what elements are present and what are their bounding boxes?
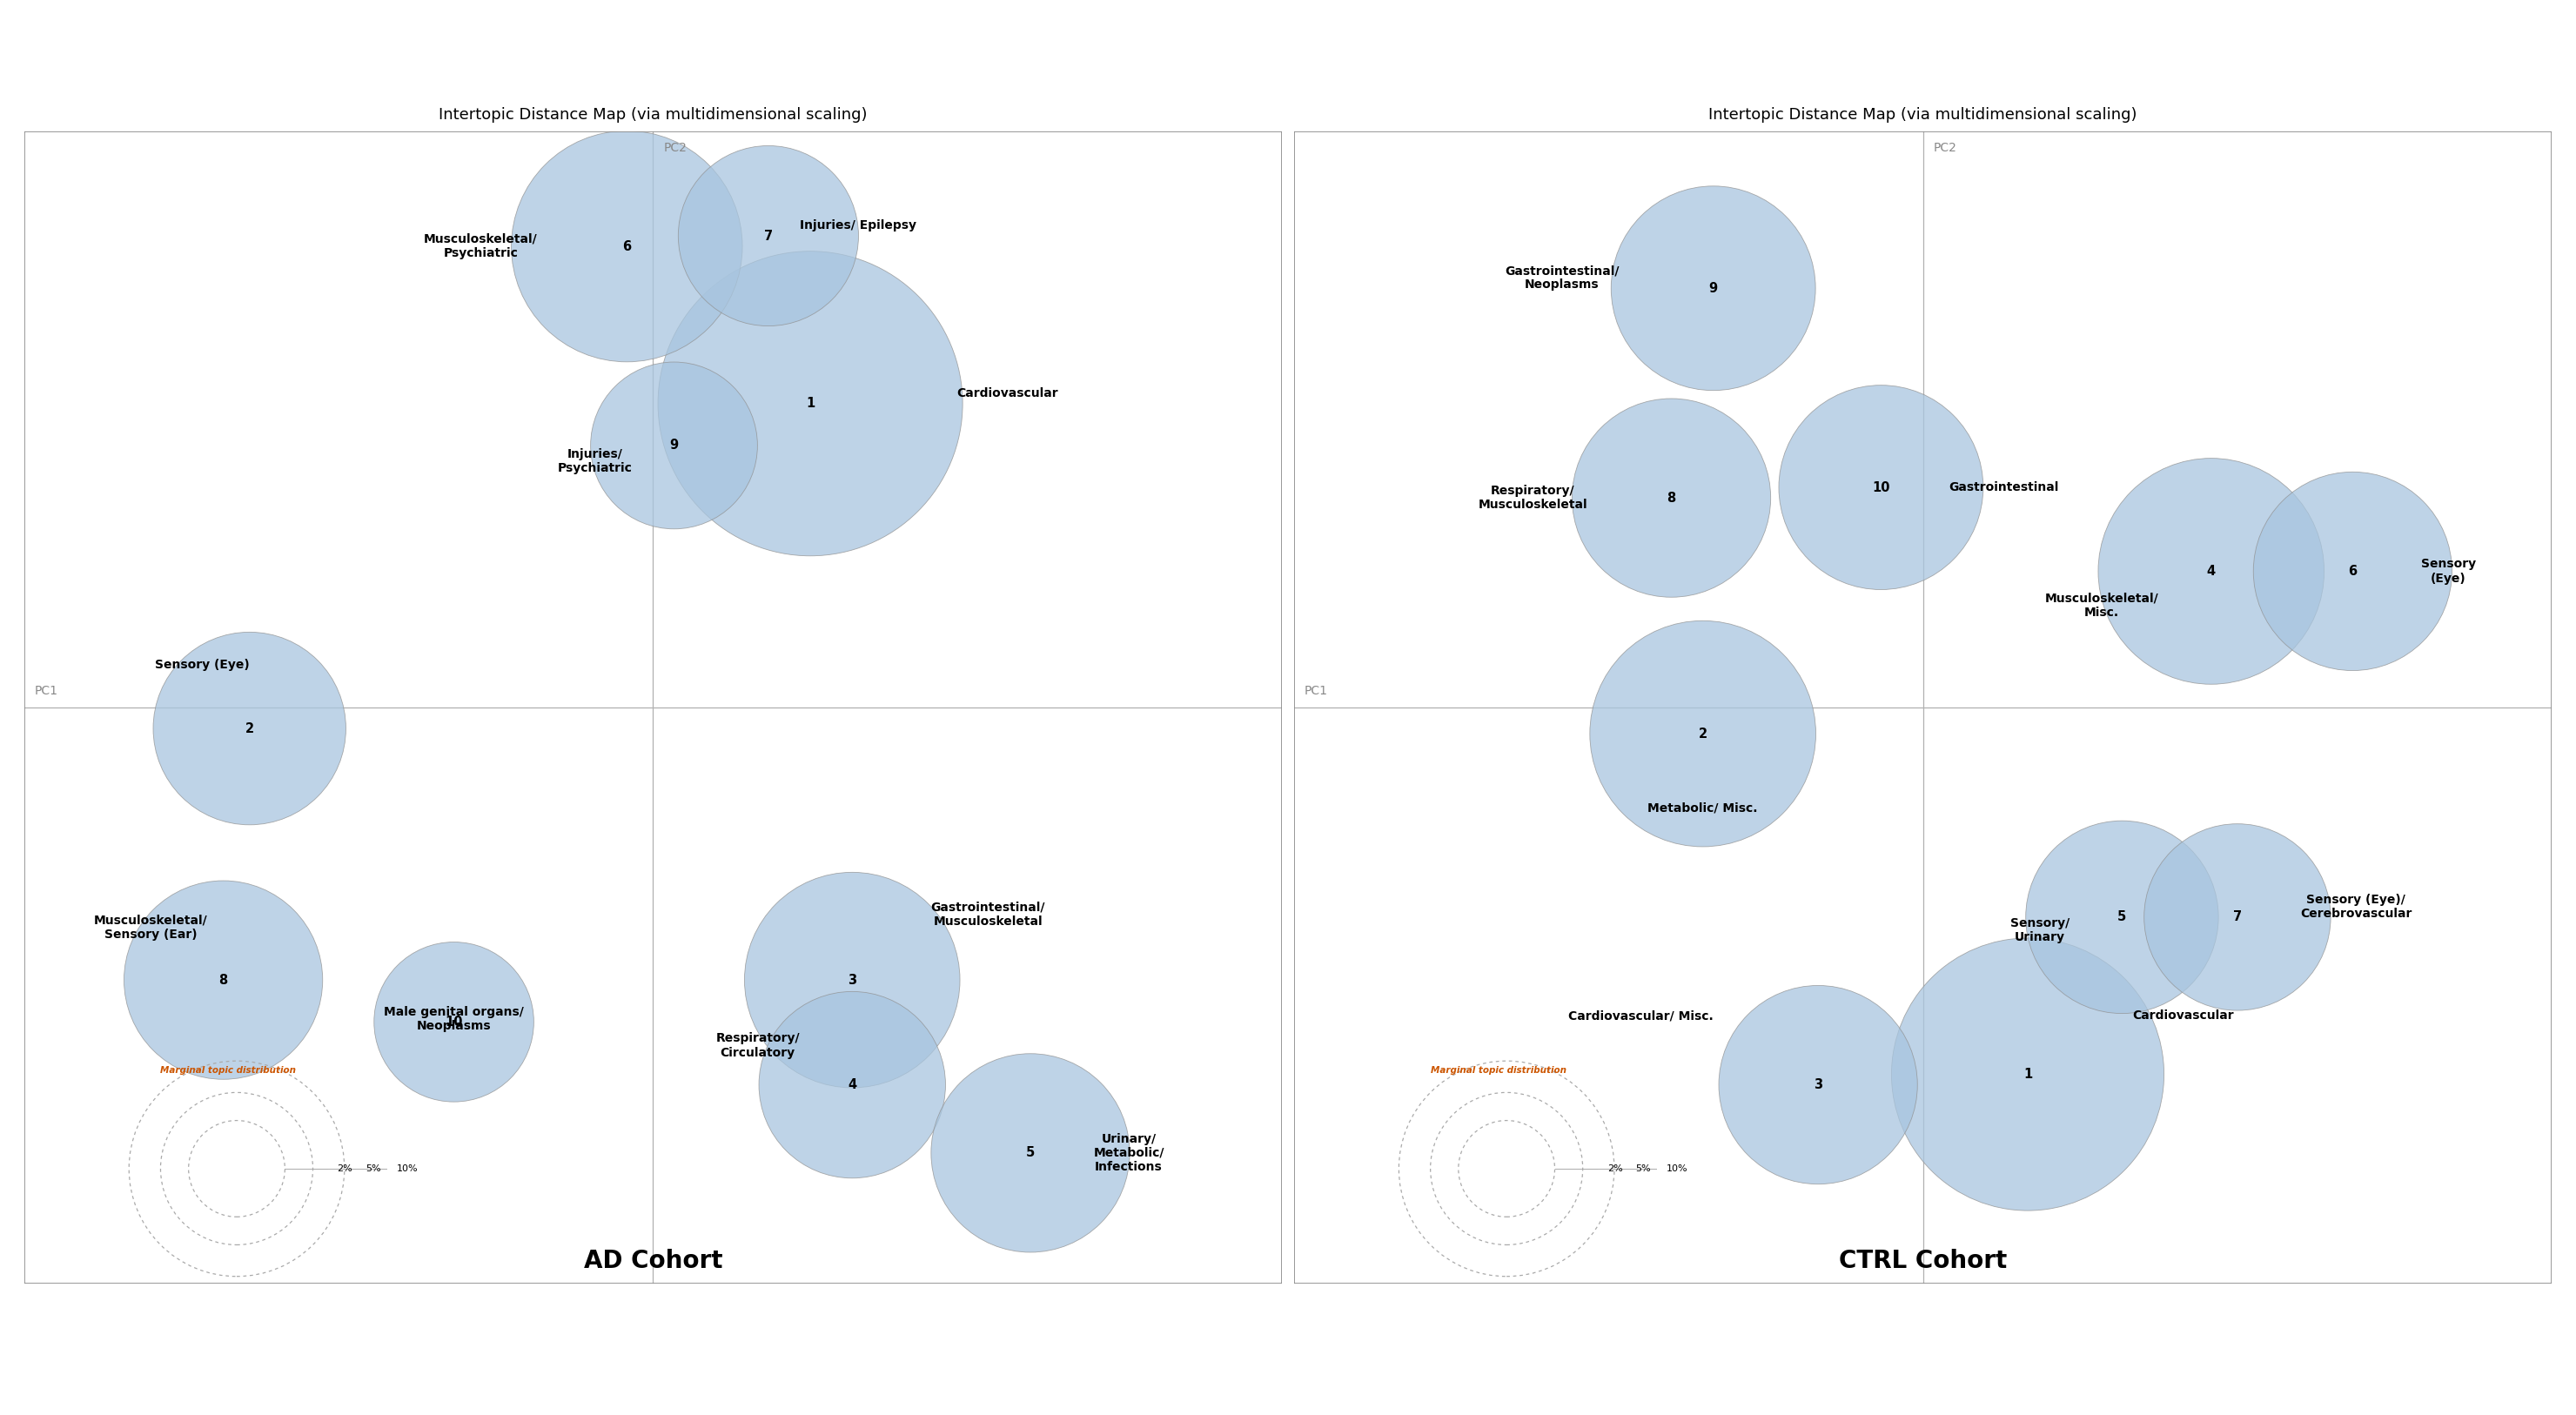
- Text: Male genital organs/
Neoplasms: Male genital organs/ Neoplasms: [384, 1006, 523, 1033]
- Text: Musculoskeletal/
Psychiatric: Musculoskeletal/ Psychiatric: [425, 233, 538, 259]
- Text: Respiratory/
Musculoskeletal: Respiratory/ Musculoskeletal: [1479, 485, 1587, 511]
- Text: 2%: 2%: [337, 1165, 353, 1173]
- Text: 5: 5: [2117, 911, 2128, 924]
- Circle shape: [2099, 458, 2324, 685]
- Text: Injuries/
Psychiatric: Injuries/ Psychiatric: [556, 449, 631, 474]
- Text: 5%: 5%: [1636, 1165, 1651, 1173]
- Circle shape: [590, 362, 757, 529]
- Circle shape: [152, 633, 345, 825]
- Title: Intertopic Distance Map (via multidimensional scaling): Intertopic Distance Map (via multidimens…: [1708, 106, 2138, 123]
- Circle shape: [1891, 938, 2164, 1211]
- Text: Injuries/ Epilepsy: Injuries/ Epilepsy: [799, 219, 917, 232]
- Text: 8: 8: [1667, 491, 1677, 504]
- Text: Gastrointestinal/
Neoplasms: Gastrointestinal/ Neoplasms: [1504, 265, 1618, 291]
- Circle shape: [1780, 385, 1984, 590]
- Text: Sensory (Eye): Sensory (Eye): [155, 658, 250, 671]
- Circle shape: [1718, 985, 1917, 1184]
- Text: PC1: PC1: [1303, 685, 1329, 698]
- Text: Sensory
(Eye): Sensory (Eye): [2421, 558, 2476, 584]
- Circle shape: [374, 942, 533, 1102]
- Circle shape: [1610, 185, 1816, 391]
- Text: Cardiovascular: Cardiovascular: [2133, 1010, 2233, 1022]
- Text: Musculoskeletal/
Sensory (Ear): Musculoskeletal/ Sensory (Ear): [93, 914, 209, 941]
- Circle shape: [760, 992, 945, 1179]
- Circle shape: [677, 146, 858, 325]
- Text: Marginal topic distribution: Marginal topic distribution: [160, 1065, 296, 1074]
- Text: 1: 1: [2022, 1068, 2032, 1081]
- Circle shape: [513, 130, 742, 362]
- Text: PC2: PC2: [665, 142, 688, 154]
- Circle shape: [744, 872, 961, 1088]
- Text: Gastrointestinal/
Musculoskeletal: Gastrointestinal/ Musculoskeletal: [930, 901, 1046, 928]
- Circle shape: [124, 880, 322, 1080]
- Circle shape: [2025, 821, 2218, 1013]
- Text: Respiratory/
Circulatory: Respiratory/ Circulatory: [716, 1033, 799, 1058]
- Circle shape: [2143, 824, 2331, 1010]
- Text: 9: 9: [670, 439, 677, 451]
- Text: 3: 3: [1814, 1078, 1824, 1091]
- Text: Sensory/
Urinary: Sensory/ Urinary: [2009, 917, 2069, 944]
- Circle shape: [1571, 399, 1770, 597]
- Text: 10: 10: [1873, 481, 1891, 494]
- Text: Cardiovascular/ Misc.: Cardiovascular/ Misc.: [1569, 1010, 1713, 1022]
- Text: AD Cohort: AD Cohort: [585, 1249, 721, 1274]
- Text: 2: 2: [1698, 727, 1708, 740]
- Circle shape: [657, 252, 963, 556]
- Text: Marginal topic distribution: Marginal topic distribution: [1430, 1065, 1566, 1074]
- Text: Metabolic/ Misc.: Metabolic/ Misc.: [1649, 802, 1757, 814]
- Text: PC2: PC2: [1935, 142, 1958, 154]
- Text: 9: 9: [1708, 282, 1718, 294]
- Text: Gastrointestinal: Gastrointestinal: [1950, 481, 2058, 494]
- Text: Sensory (Eye)/
Cerebrovascular: Sensory (Eye)/ Cerebrovascular: [2300, 893, 2411, 920]
- Text: 4: 4: [2208, 565, 2215, 577]
- Text: 10%: 10%: [1667, 1165, 1687, 1173]
- Text: 8: 8: [219, 974, 227, 986]
- Title: Intertopic Distance Map (via multidimensional scaling): Intertopic Distance Map (via multidimens…: [438, 106, 868, 123]
- Circle shape: [1589, 621, 1816, 846]
- Text: 6: 6: [2349, 565, 2357, 577]
- Text: 4: 4: [848, 1078, 858, 1091]
- Text: 1: 1: [806, 398, 814, 410]
- Text: CTRL Cohort: CTRL Cohort: [1839, 1249, 2007, 1274]
- Text: 7: 7: [765, 229, 773, 242]
- Circle shape: [2254, 473, 2452, 671]
- Text: 2: 2: [245, 722, 255, 734]
- Text: 5: 5: [1025, 1146, 1036, 1159]
- Text: 6: 6: [623, 239, 631, 253]
- Text: Cardiovascular: Cardiovascular: [958, 386, 1059, 399]
- Text: PC1: PC1: [33, 685, 59, 698]
- Circle shape: [930, 1054, 1131, 1252]
- Text: Urinary/
Metabolic/
Infections: Urinary/ Metabolic/ Infections: [1092, 1133, 1164, 1173]
- Text: 5%: 5%: [366, 1165, 381, 1173]
- Text: Musculoskeletal/
Misc.: Musculoskeletal/ Misc.: [2045, 593, 2159, 618]
- Text: 2%: 2%: [1607, 1165, 1623, 1173]
- Text: 10%: 10%: [397, 1165, 417, 1173]
- Text: 7: 7: [2233, 911, 2241, 924]
- Text: 3: 3: [848, 974, 858, 986]
- Text: 10: 10: [446, 1016, 464, 1029]
